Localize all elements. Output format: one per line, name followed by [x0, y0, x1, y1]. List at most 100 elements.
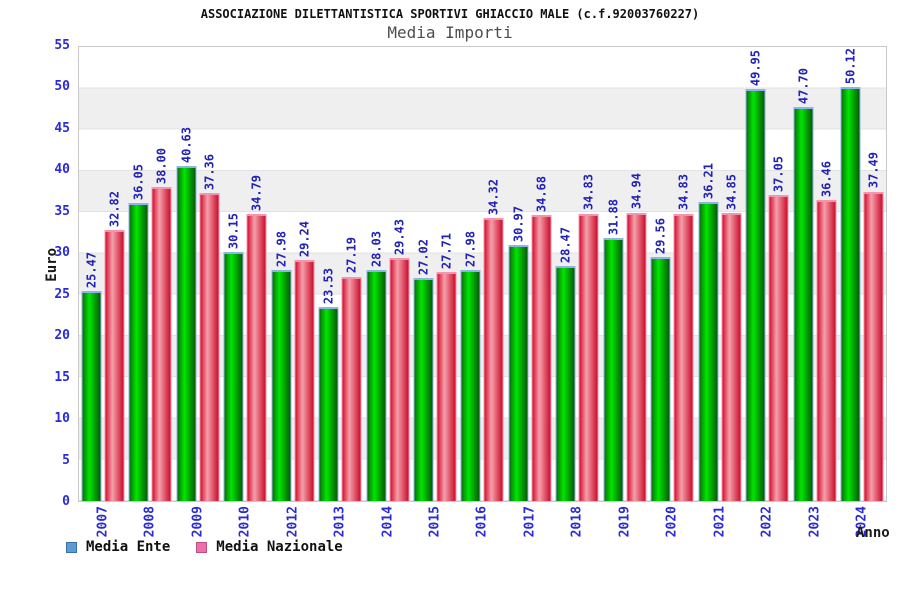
bar-media-nazionale-2007 [104, 230, 125, 501]
x-tick-label-2009: 2009 [190, 506, 206, 538]
bar-column: 34.83 [578, 47, 599, 501]
bar-column: 47.70 [793, 47, 814, 501]
plot-area: 25.47 32.82 2007 36.05 38.00 2008 40.63 37.36 20… [78, 46, 887, 537]
bar-pair: 30.97 34.68 [508, 47, 552, 501]
bar-group-2007: 25.47 32.82 2007 [79, 47, 126, 537]
x-tick-label-2022: 2022 [759, 506, 775, 538]
legend: Media Ente Media Nazionale [66, 539, 343, 555]
bar-column: 34.32 [483, 47, 504, 501]
bar-value-label: 25.47 [84, 251, 99, 288]
bar-pair: 50.12 37.49 [840, 47, 884, 501]
bar-group-2019: 31.88 34.94 2019 [601, 47, 648, 537]
bar-group-2018: 28.47 34.83 2018 [554, 47, 601, 537]
bar-value-label: 47.70 [796, 68, 811, 105]
bar-media-nazionale-2008 [151, 187, 172, 501]
bar-column: 27.98 [271, 47, 292, 501]
bar-media-nazionale-2024 [863, 191, 884, 501]
bar-group-2009: 40.63 37.36 2009 [174, 47, 221, 537]
bar-group-2013: 23.53 27.19 2013 [316, 47, 363, 537]
bar-media-nazionale-2019 [626, 212, 647, 501]
bar-column: 50.12 [840, 47, 861, 501]
y-tick-label: 50 [54, 79, 70, 95]
bar-value-label: 34.94 [629, 173, 644, 210]
bar-column: 36.46 [816, 47, 837, 501]
bar-groups: 25.47 32.82 2007 36.05 38.00 2008 40.63 37.36 20… [79, 47, 886, 537]
bar-group-2022: 49.95 37.05 2022 [744, 47, 791, 537]
bar-value-label: 27.98 [274, 230, 289, 268]
bar-group-2010: 30.15 34.79 2010 [221, 47, 268, 537]
bar-media-ente-2014 [366, 269, 387, 501]
bar-media-ente-2018 [555, 266, 576, 501]
x-tick-label-2016: 2016 [474, 506, 490, 538]
bar-media-nazionale-2017 [531, 214, 552, 501]
x-tick-label-2015: 2015 [427, 506, 443, 538]
x-tick-label-2018: 2018 [569, 506, 585, 538]
bar-column: 30.15 [223, 47, 244, 501]
bar-column: 32.82 [104, 47, 125, 501]
x-tick-label-2020: 2020 [664, 506, 680, 538]
bar-group-2017: 30.97 34.68 2017 [506, 47, 553, 537]
bar-media-ente-2020 [650, 257, 671, 501]
bar-media-ente-2007 [81, 290, 102, 501]
chart-title: ASSOCIAZIONE DILETTANTISTICA SPORTIVI GH… [200, 7, 700, 21]
bar-pair: 23.53 27.19 [318, 47, 362, 501]
bar-media-nazionale-2009 [199, 192, 220, 501]
bar-column: 31.88 [603, 47, 624, 501]
bar-pair: 28.03 29.43 [366, 47, 410, 501]
bar-pair: 36.05 38.00 [128, 47, 172, 501]
bar-value-label: 36.21 [701, 162, 716, 200]
bar-value-label: 34.32 [486, 178, 501, 215]
bar-value-label: 31.88 [606, 198, 621, 235]
bar-value-label: 30.97 [511, 206, 526, 243]
y-tick-label: 5 [62, 452, 70, 468]
bar-pair: 27.98 34.32 [460, 47, 504, 501]
bar-media-nazionale-2010 [246, 213, 267, 501]
bar-value-label: 37.49 [866, 152, 881, 189]
x-tick-label-2019: 2019 [617, 506, 633, 538]
bar-column: 37.05 [768, 47, 789, 501]
bar-media-ente-2021 [698, 202, 719, 501]
y-tick-label: 35 [54, 203, 70, 219]
bar-column: 25.47 [81, 47, 102, 501]
bar-pair: 27.98 29.24 [271, 47, 315, 501]
x-tick-label-2010: 2010 [237, 506, 253, 538]
x-tick-label-2021: 2021 [712, 506, 728, 538]
bar-media-ente-2013 [318, 306, 339, 501]
bar-value-label: 40.63 [179, 126, 194, 163]
bar-column: 23.53 [318, 47, 339, 501]
bar-media-ente-2023 [793, 107, 814, 501]
bar-media-nazionale-2020 [673, 213, 694, 501]
bar-column: 36.05 [128, 47, 149, 501]
bar-media-nazionale-2018 [578, 213, 599, 501]
bar-value-label: 37.36 [202, 153, 217, 190]
bar-pair: 28.47 34.83 [555, 47, 599, 501]
bar-value-label: 38.00 [154, 148, 169, 185]
bar-value-label: 34.83 [581, 174, 596, 211]
bar-value-label: 27.02 [416, 238, 431, 275]
bar-column: 27.98 [460, 47, 481, 501]
bar-column: 37.36 [199, 47, 220, 501]
x-tick-label-2007: 2007 [95, 506, 111, 538]
y-tick-label: 40 [54, 162, 70, 178]
bar-pair: 30.15 34.79 [223, 47, 267, 501]
bar-column: 38.00 [151, 47, 172, 501]
bar-value-label: 27.98 [463, 230, 478, 268]
bar-value-label: 34.79 [249, 174, 264, 211]
x-tick-label-2023: 2023 [807, 506, 823, 538]
bar-media-nazionale-2015 [436, 272, 457, 501]
bar-group-2020: 29.56 34.83 2020 [649, 47, 696, 537]
bar-value-label: 32.82 [107, 190, 122, 228]
bar-pair: 29.56 34.83 [650, 47, 694, 501]
bar-media-ente-2019 [603, 237, 624, 501]
bar-column: 34.94 [626, 47, 647, 501]
bar-media-nazionale-2012 [294, 259, 315, 501]
bar-media-ente-2009 [176, 165, 197, 501]
y-tick-label: 20 [54, 328, 70, 344]
bar-column: 34.83 [673, 47, 694, 501]
bar-column: 37.49 [863, 47, 884, 501]
x-tick-label-2014: 2014 [380, 506, 396, 538]
bar-media-ente-2015 [413, 277, 434, 501]
x-tick-label-2008: 2008 [142, 506, 158, 538]
media-ente-swatch-icon [66, 541, 77, 553]
bar-value-label: 28.03 [369, 230, 384, 267]
